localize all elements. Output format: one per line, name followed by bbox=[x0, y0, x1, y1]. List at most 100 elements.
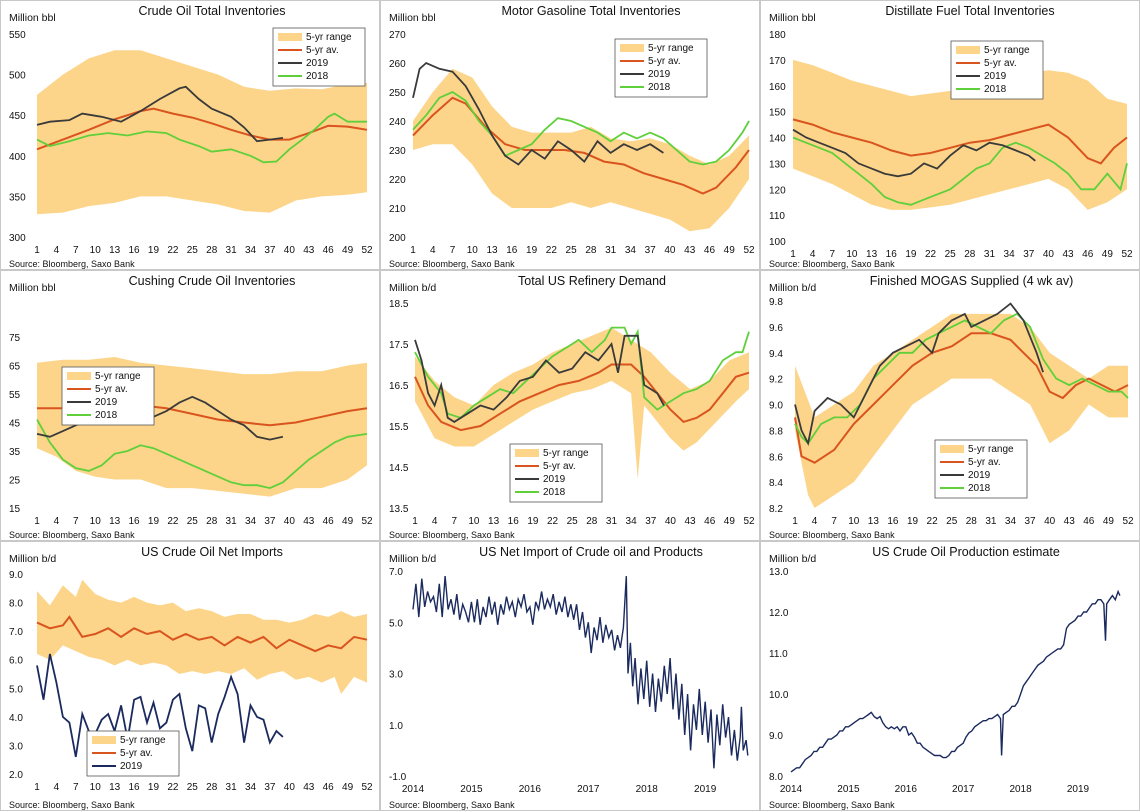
y-tick-label: 220 bbox=[389, 175, 406, 186]
x-tick-label: 52 bbox=[361, 245, 373, 256]
x-tick-label: 34 bbox=[626, 516, 638, 527]
x-tick-label: 4 bbox=[812, 516, 818, 527]
chart-svg-net-imports: US Crude Oil Net Imports Million b/d 2.0 3.… bbox=[9, 545, 373, 810]
y-tick-label: 5.0 bbox=[389, 618, 403, 629]
legend-label: 2018 bbox=[543, 487, 566, 498]
x-tick-label: 13 bbox=[486, 245, 498, 256]
y-axis-unit: Million bbl bbox=[9, 282, 56, 294]
y-tick-label: 210 bbox=[389, 204, 406, 215]
x-tick-label: 4 bbox=[430, 245, 436, 256]
source-note: Source: Bloomberg, Saxo Bank bbox=[389, 800, 515, 810]
legend-label: 5-yr av. bbox=[968, 457, 1001, 468]
y-axis-unit: Million bbl bbox=[9, 12, 56, 24]
x-tick-label: 34 bbox=[625, 245, 637, 256]
x-tick-label: 1 bbox=[34, 245, 40, 256]
x-tick-label: 40 bbox=[665, 516, 677, 527]
chart-title: Crude Oil Total Inventories bbox=[138, 4, 285, 18]
x-tick-label: 46 bbox=[1083, 516, 1095, 527]
source-note: Source: Bloomberg, Saxo Bank bbox=[9, 259, 135, 269]
legend-label: 5-yr av. bbox=[306, 45, 339, 56]
x-tick-label: 22 bbox=[546, 245, 558, 256]
avg-line bbox=[36, 107, 368, 151]
x-tick-label: 1 bbox=[792, 516, 798, 527]
chart-svg-gasoline: Motor Gasoline Total Inventories Million … bbox=[389, 4, 755, 269]
line-2019 bbox=[36, 85, 284, 143]
x-tick-label: 25 bbox=[187, 245, 199, 256]
legend-label: 2018 bbox=[984, 84, 1007, 95]
x-tick-label: 22 bbox=[547, 516, 559, 527]
x-tick-label: 13 bbox=[868, 516, 880, 527]
chart-svg-cushing: Cushing Crude Oil Inventories Million bbl… bbox=[9, 274, 373, 540]
x-tick-label: 4 bbox=[810, 249, 816, 260]
x-tick-label: 46 bbox=[323, 516, 335, 527]
y-axis-unit: Million b/d bbox=[769, 282, 816, 294]
y-tick-label: 180 bbox=[769, 30, 786, 41]
source-note: Source: Bloomberg, Saxo Bank bbox=[389, 530, 515, 540]
x-tick-label: 22 bbox=[925, 249, 937, 260]
legend-label: 2019 bbox=[984, 71, 1007, 82]
y-tick-label: 170 bbox=[769, 56, 786, 67]
legend-swatch bbox=[956, 46, 980, 54]
range-band bbox=[37, 579, 367, 694]
x-tick-label: 40 bbox=[1044, 516, 1056, 527]
chart-title: Finished MOGAS Supplied (4 wk av) bbox=[870, 274, 1074, 288]
y-tick-label: 8.4 bbox=[769, 478, 783, 489]
legend-label: 2019 bbox=[648, 69, 671, 80]
y-tick-label: 500 bbox=[9, 71, 26, 82]
y-tick-label: 12.0 bbox=[769, 608, 789, 619]
x-tick-label: 10 bbox=[90, 245, 102, 256]
x-tick-label: 4 bbox=[432, 516, 438, 527]
y-axis-unit: Million b/d bbox=[9, 553, 56, 565]
x-tick-label: 46 bbox=[1082, 249, 1094, 260]
x-tick-label: 31 bbox=[226, 516, 238, 527]
x-tick-label: 28 bbox=[586, 516, 598, 527]
legend-label: 2018 bbox=[968, 483, 991, 494]
x-tick-label: 13 bbox=[866, 249, 878, 260]
y-tick-label: 9.0 bbox=[769, 731, 783, 742]
legend-label: 2019 bbox=[968, 470, 991, 481]
chart-title: Motor Gasoline Total Inventories bbox=[501, 4, 680, 18]
x-tick-label: 37 bbox=[645, 245, 657, 256]
line-2019 bbox=[414, 334, 665, 423]
line-2018 bbox=[36, 419, 368, 490]
chart-panel-gasoline: Motor Gasoline Total Inventories Million … bbox=[380, 0, 760, 270]
avg-line bbox=[792, 118, 1128, 165]
x-tick-label: 37 bbox=[1024, 516, 1036, 527]
legend-label: 5-yr range bbox=[120, 735, 166, 746]
y-tick-label: 400 bbox=[9, 152, 26, 163]
x-tick-label: 43 bbox=[303, 245, 315, 256]
x-tick-label: 46 bbox=[323, 245, 335, 256]
x-tick-label: 37 bbox=[1023, 249, 1035, 260]
x-tick-label: 2018 bbox=[636, 784, 659, 795]
y-tick-label: 120 bbox=[769, 185, 786, 196]
y-tick-label: 110 bbox=[769, 211, 785, 222]
chart-panel-mogas: Finished MOGAS Supplied (4 wk av) Million… bbox=[760, 270, 1140, 541]
y-axis-unit: Million b/d bbox=[389, 282, 436, 294]
source-note: Source: Bloomberg, Saxo Bank bbox=[769, 259, 895, 269]
x-tick-label: 40 bbox=[664, 245, 676, 256]
legend-label: 2018 bbox=[95, 410, 118, 421]
legend-label: 2018 bbox=[648, 82, 671, 93]
y-tick-label: 9.8 bbox=[769, 297, 783, 308]
source-note: Source: Bloomberg, Saxo Bank bbox=[769, 530, 895, 540]
x-tick-label: 43 bbox=[303, 516, 315, 527]
legend-swatch bbox=[67, 372, 91, 380]
y-tick-label: 230 bbox=[389, 146, 406, 157]
y-tick-label: 45 bbox=[9, 419, 21, 430]
legend-swatch bbox=[92, 736, 116, 744]
source-note: Source: Bloomberg, Saxo Bank bbox=[769, 800, 895, 810]
x-tick-label: 40 bbox=[284, 782, 296, 793]
chart-panel-net-import-products: US Net Import of Crude oil and Products M… bbox=[380, 541, 760, 811]
y-tick-label: 250 bbox=[389, 88, 406, 99]
chart-panel-production: US Crude Oil Production estimate Million … bbox=[760, 541, 1140, 811]
x-tick-label: 34 bbox=[245, 782, 257, 793]
chart-title: Cushing Crude Oil Inventories bbox=[129, 274, 296, 288]
legend-swatch bbox=[620, 44, 644, 52]
y-tick-label: 550 bbox=[9, 30, 26, 41]
y-tick-label: 35 bbox=[9, 447, 21, 458]
y-tick-label: 18.5 bbox=[389, 299, 409, 310]
x-tick-label: 7 bbox=[73, 245, 79, 256]
x-tick-label: 7 bbox=[73, 516, 79, 527]
x-tick-label: 31 bbox=[605, 245, 617, 256]
x-tick-label: 10 bbox=[848, 516, 860, 527]
